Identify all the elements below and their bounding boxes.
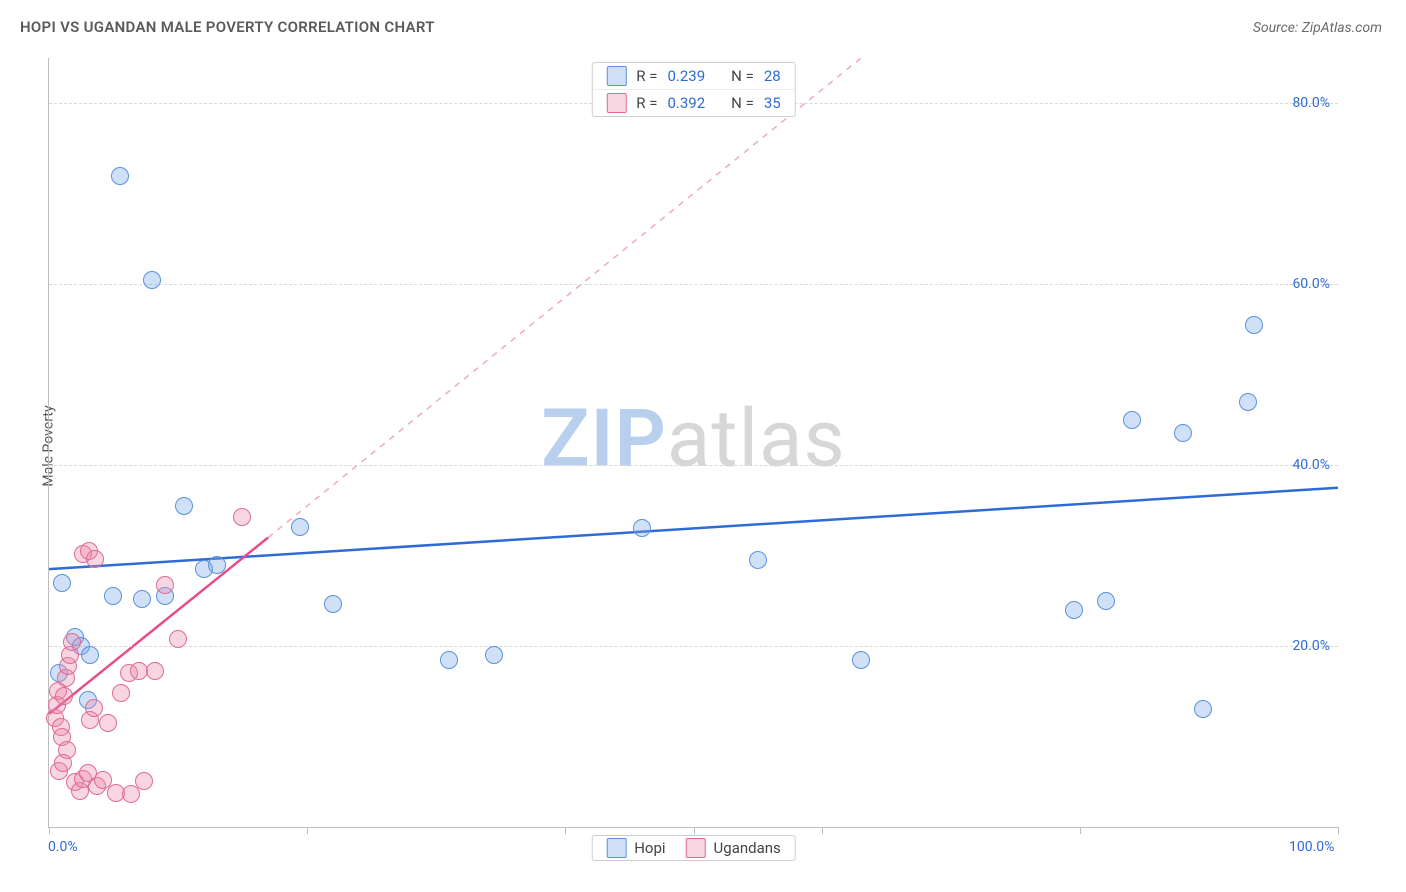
stats-legend-row-ugandans: R = 0.392 N = 35 (592, 89, 794, 116)
scatter-point-ugandans (135, 772, 153, 790)
scatter-point-hopi (749, 551, 767, 569)
scatter-point-hopi (111, 167, 129, 185)
y-tick-label: 20.0% (1292, 638, 1330, 654)
y-tick-label: 60.0% (1292, 276, 1330, 292)
stat-r-label: R = (636, 94, 657, 112)
chart-container: HOPI VS UGANDAN MALE POVERTY CORRELATION… (0, 0, 1406, 892)
scatter-point-hopi (133, 590, 151, 608)
series-legend-item-hopi: Hopi (606, 838, 665, 858)
chart-title: HOPI VS UGANDAN MALE POVERTY CORRELATION… (20, 18, 435, 36)
scatter-point-ugandans (169, 630, 187, 648)
x-tick (49, 827, 50, 834)
scatter-point-hopi (175, 497, 193, 515)
scatter-point-ugandans (54, 754, 72, 772)
watermark: ZIPatlas (541, 391, 846, 485)
stat-n-label: N = (731, 67, 754, 85)
swatch-hopi (606, 66, 626, 86)
stat-r-value-ugandans: 0.392 (667, 94, 705, 112)
scatter-point-hopi (208, 556, 226, 574)
stat-n-value-hopi: 28 (764, 67, 781, 85)
series-label-ugandans: Ugandans (714, 839, 781, 857)
scatter-point-ugandans (63, 633, 81, 651)
series-legend-item-ugandans: Ugandans (686, 838, 781, 858)
scatter-point-ugandans (156, 576, 174, 594)
trendlines-layer (49, 58, 1338, 827)
x-tick (822, 827, 823, 834)
y-tick-label: 40.0% (1292, 457, 1330, 473)
scatter-point-ugandans (112, 684, 130, 702)
scatter-point-hopi (1194, 700, 1212, 718)
scatter-point-ugandans (99, 714, 117, 732)
stats-legend-row-hopi: R = 0.239 N = 28 (592, 63, 794, 89)
x-tick (1080, 827, 1081, 834)
scatter-point-hopi (440, 651, 458, 669)
scatter-point-hopi (852, 651, 870, 669)
scatter-point-hopi (324, 595, 342, 613)
scatter-point-ugandans (146, 662, 164, 680)
series-label-hopi: Hopi (634, 839, 665, 857)
scatter-point-hopi (1123, 411, 1141, 429)
scatter-point-ugandans (233, 508, 251, 526)
swatch-ugandans (686, 838, 706, 858)
scatter-point-hopi (1174, 424, 1192, 442)
series-legend: Hopi Ugandans (591, 835, 796, 861)
scatter-point-ugandans (86, 550, 104, 568)
gridline-h (49, 284, 1338, 285)
scatter-point-hopi (143, 271, 161, 289)
scatter-point-hopi (1065, 601, 1083, 619)
scatter-point-hopi (291, 518, 309, 536)
scatter-point-hopi (485, 646, 503, 664)
scatter-point-ugandans (55, 687, 73, 705)
stat-r-label: R = (636, 67, 657, 85)
x-tick (307, 827, 308, 834)
y-tick-label: 80.0% (1292, 95, 1330, 111)
scatter-point-hopi (81, 646, 99, 664)
watermark-atlas: atlas (667, 391, 846, 485)
scatter-point-hopi (104, 587, 122, 605)
scatter-point-hopi (633, 519, 651, 537)
gridline-h (49, 465, 1338, 466)
scatter-point-hopi (1097, 592, 1115, 610)
watermark-zip: ZIP (541, 391, 667, 485)
stat-n-value-ugandans: 35 (764, 94, 781, 112)
x-tick-label-max: 100.0% (1289, 839, 1334, 855)
stat-n-label: N = (731, 94, 754, 112)
stats-legend: R = 0.239 N = 28 R = 0.392 N = 35 (591, 62, 795, 117)
x-tick-label-min: 0.0% (48, 839, 78, 855)
trendline (49, 537, 268, 713)
source-credit: Source: ZipAtlas.com (1253, 20, 1382, 36)
scatter-point-ugandans (85, 699, 103, 717)
scatter-point-hopi (1245, 316, 1263, 334)
stat-r-value-hopi: 0.239 (667, 67, 705, 85)
plot-area: ZIPatlas R = 0.239 N = 28 R = 0.392 N = … (48, 58, 1338, 828)
x-tick (1338, 827, 1339, 834)
scatter-point-hopi (1239, 393, 1257, 411)
trendline (49, 488, 1338, 569)
scatter-point-hopi (53, 574, 71, 592)
gridline-h (49, 646, 1338, 647)
swatch-hopi (606, 838, 626, 858)
x-tick (565, 827, 566, 834)
swatch-ugandans (606, 93, 626, 113)
x-tick (694, 827, 695, 834)
